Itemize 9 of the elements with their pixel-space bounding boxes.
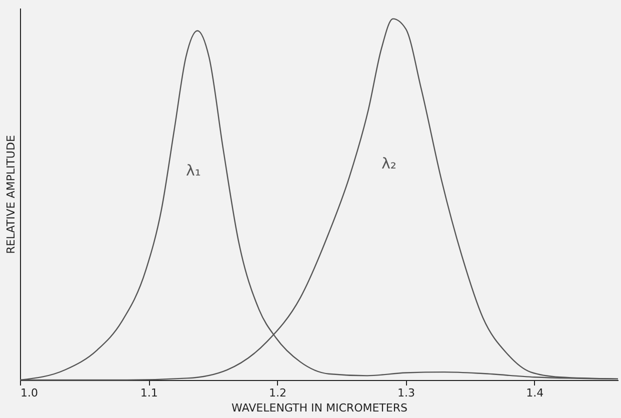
x-axis-title: WAVELENGTH IN MICROMETERS	[232, 402, 408, 414]
y-axis-title: RELATIVE AMPLITUDE	[4, 135, 18, 254]
x-tick-label: 1.2	[268, 386, 286, 400]
x-tick-label: 1.1	[140, 386, 158, 400]
series-label: λ₂	[382, 154, 396, 172]
x-tick-label: 1.0	[20, 386, 38, 400]
series-label: λ₁	[186, 161, 201, 180]
x-tick-label: 1.3	[398, 386, 416, 400]
x-tick-label: 1.4	[526, 386, 544, 400]
